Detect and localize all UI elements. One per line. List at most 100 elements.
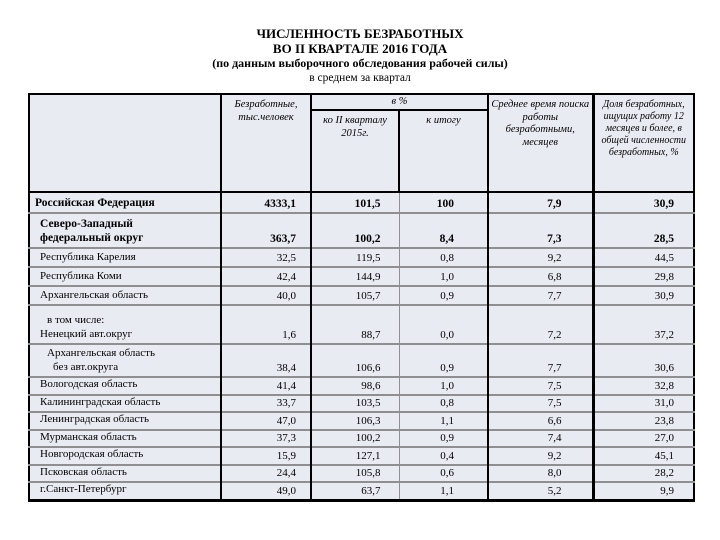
cell-share-12-months: 27,0 — [591, 428, 694, 447]
cell-avg-search-months: 7,3 — [487, 212, 593, 248]
region-name-cell: Калининградская область — [29, 393, 221, 412]
region-name-cell: Вологодская область — [29, 376, 221, 395]
document-title: ЧИСЛЕННОСТЬ БЕЗРАБОТНЫХ ВО II КВАРТАЛЕ 2… — [0, 26, 720, 85]
cell-percent-to-total: 1,0 — [398, 376, 488, 395]
cell-percent-to-q2-2015: 144,9 — [310, 266, 399, 286]
cell-percent-to-total: 0,8 — [398, 247, 488, 267]
cell-percent-to-total: 0,8 — [398, 393, 488, 412]
cell-percent-to-q2-2015: 106,3 — [310, 411, 399, 430]
region-name-cell: Российская Федерация — [29, 192, 221, 213]
cell-percent-to-total: 0,9 — [398, 285, 488, 305]
cell-share-12-months: 9,9 — [591, 481, 694, 500]
region-name-line: федеральный округ — [40, 231, 144, 244]
table-row: Новгородская область 15,9 127,1 0,4 9,2 45,1 — [29, 446, 694, 465]
cell-percent-to-q2-2015: 103,5 — [310, 393, 399, 412]
cell-avg-search-months: 6,8 — [487, 266, 593, 286]
cell-unemployed-thousands: 15,9 — [220, 446, 311, 465]
cell-percent-to-total: 1,1 — [398, 481, 488, 500]
title-line-3: (по данным выборочного обследования рабо… — [212, 56, 508, 70]
region-name-line: Российская Федерация — [35, 196, 155, 209]
cell-avg-search-months: 7,7 — [487, 285, 593, 305]
cell-percent-to-total: 8,4 — [398, 212, 488, 248]
region-name-cell: Северо-Западный федеральный округ — [29, 212, 221, 248]
cell-percent-to-q2-2015: 63,7 — [310, 481, 399, 500]
header-share-12-months: Доля безработных, ищущих работу 12 месяц… — [591, 94, 694, 193]
cell-share-12-months: 29,8 — [591, 266, 694, 286]
table-row: Архангельская область без авт.округа 38,4 1… — [29, 343, 694, 377]
cell-percent-to-q2-2015: 100,2 — [310, 428, 399, 447]
table-row: Мурманская область 37,3 100,2 0,9 7,4 27,0 — [29, 428, 694, 447]
cell-unemployed-thousands: 37,3 — [220, 428, 311, 447]
cell-percent-to-q2-2015: 119,5 — [310, 247, 399, 267]
cell-share-12-months: 28,2 — [591, 463, 694, 482]
region-name-line: Ленинградская область — [40, 413, 150, 425]
cell-share-12-months: 31,0 — [591, 393, 694, 412]
region-name-cell: Архангельская область без авт.округа — [29, 343, 221, 377]
cell-percent-to-q2-2015: 106,6 — [310, 343, 399, 377]
cell-avg-search-months: 7,9 — [487, 192, 593, 213]
cell-unemployed-thousands: 42,4 — [220, 266, 311, 286]
cell-percent-to-q2-2015: 101,5 — [310, 192, 399, 213]
cell-percent-to-q2-2015: 127,1 — [310, 446, 399, 465]
cell-share-12-months: 45,1 — [591, 446, 694, 465]
cell-share-12-months: 37,2 — [591, 304, 694, 344]
cell-unemployed-thousands: 32,5 — [220, 247, 311, 267]
cell-unemployed-thousands: 47,0 — [220, 411, 311, 430]
table-row: Калининградская область 33,7 103,5 0,8 7,5 31… — [29, 393, 694, 412]
header-region-cell — [29, 94, 221, 193]
region-name-line: в том числе: — [47, 314, 105, 326]
cell-share-12-months: 32,8 — [591, 376, 694, 395]
cell-percent-to-total: 0,9 — [398, 428, 488, 447]
cell-share-12-months: 30,6 — [591, 343, 694, 377]
title-line-2: ВО II КВАРТАЛЕ 2016 ГОДА — [272, 41, 448, 56]
table-row: г.Санкт-Петербург 49,0 63,7 1,1 5,2 9,9 — [29, 481, 694, 500]
cell-percent-to-total: 0,6 — [398, 463, 488, 482]
unemployment-table-container: Безработные, тыс.человек в % Среднее вре… — [28, 93, 695, 502]
cell-avg-search-months: 7,7 — [487, 343, 593, 377]
title-line-4: в среднем за квартал — [309, 72, 411, 84]
header-percent-to-q2-2015: ко II кварталу 2015г. — [310, 110, 399, 193]
header-avg-search-time: Среднее время поиска работы безработными… — [487, 94, 593, 193]
table-row: Ленинградская область 47,0 106,3 1,1 6,6 23,8 — [29, 411, 694, 430]
cell-percent-to-total: 1,0 — [398, 266, 488, 286]
region-name-line: Архангельская область — [40, 288, 148, 301]
cell-avg-search-months: 9,2 — [487, 247, 593, 267]
region-name-line: Архангельская область — [47, 347, 155, 359]
cell-share-12-months: 23,8 — [591, 411, 694, 430]
cell-unemployed-thousands: 41,4 — [220, 376, 311, 395]
table-header: Безработные, тыс.человек в % Среднее вре… — [29, 94, 694, 193]
region-name-cell: Псковская область — [29, 463, 221, 482]
unemployment-table: Безработные, тыс.человек в % Среднее вре… — [28, 93, 695, 502]
table-row: Северо-Западный федеральный округ 363,7 100… — [29, 212, 694, 248]
cell-avg-search-months: 7,4 — [487, 428, 593, 447]
cell-unemployed-thousands: 40,0 — [220, 285, 311, 305]
region-name-line: Калининградская область — [40, 395, 161, 408]
cell-percent-to-total: 0,0 — [398, 304, 488, 344]
cell-percent-to-q2-2015: 105,7 — [310, 285, 399, 305]
header-percent-group: в % — [310, 94, 488, 111]
region-name-line: Мурманская область — [40, 430, 137, 443]
cell-unemployed-thousands: 38,4 — [220, 343, 311, 377]
cell-avg-search-months: 8,0 — [487, 463, 593, 482]
cell-avg-search-months: 6,6 — [487, 411, 593, 430]
table-body: Российская Федерация 4333,1 101,5 100 7,9 30,… — [29, 192, 694, 500]
cell-unemployed-thousands: 4333,1 — [220, 192, 311, 213]
cell-avg-search-months: 5,2 — [487, 481, 593, 500]
region-name-line: Ненецкий авт.округ — [40, 327, 133, 340]
table-header-row-2: ко II кварталу 2015г. к итогу — [29, 110, 694, 193]
cell-unemployed-thousands: 33,7 — [220, 393, 311, 412]
region-name-line: г.Санкт-Петербург — [40, 483, 127, 495]
cell-percent-to-total: 0,9 — [398, 343, 488, 377]
cell-avg-search-months: 9,2 — [487, 446, 593, 465]
region-name-line: Северо-Западный — [40, 218, 133, 230]
title-line-1: ЧИСЛЕННОСТЬ БЕЗРАБОТНЫХ — [256, 26, 464, 41]
region-name-cell: Архангельская область — [29, 285, 221, 305]
cell-percent-to-q2-2015: 98,6 — [310, 376, 399, 395]
cell-share-12-months: 28,5 — [591, 212, 694, 248]
cell-percent-to-q2-2015: 88,7 — [310, 304, 399, 344]
region-name-line: Республика Карелия — [40, 250, 136, 263]
region-name-cell: г.Санкт-Петербург — [29, 481, 221, 500]
region-name-line: Новгородская область — [40, 448, 144, 460]
region-name-cell: Ленинградская область — [29, 411, 221, 430]
table-row: Российская Федерация 4333,1 101,5 100 7,9 30,… — [29, 192, 694, 213]
